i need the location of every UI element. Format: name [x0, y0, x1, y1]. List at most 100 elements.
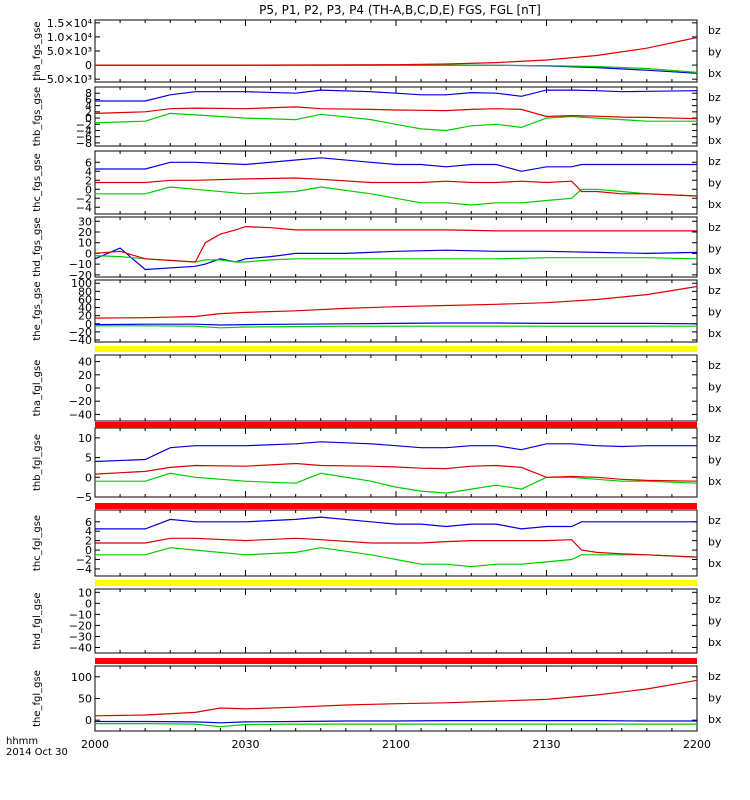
y-tick-label: 10 [78, 237, 92, 250]
y-axis-label: the_fgs_gse [32, 281, 43, 340]
y-tick-label: 20 [78, 310, 92, 323]
panel-thd_fgl_gse: 100−10−20−30−40 thd_fgl_gse bz by bx [32, 586, 722, 654]
flag-bars [95, 346, 697, 664]
y-tick-label: −40 [69, 408, 92, 421]
legend-by: by [708, 536, 722, 549]
x-tick-label: 2000 [81, 738, 109, 751]
series-line-bz [95, 462, 697, 482]
legend-bz: bz [708, 91, 721, 104]
legend-by: by [708, 46, 722, 59]
series-line-bx [95, 157, 697, 172]
y-tick-label: 0 [85, 471, 92, 484]
legend-bx: bx [708, 402, 722, 415]
y-tick-label: 6 [85, 516, 92, 529]
legend-by: by [708, 243, 722, 256]
y-tick-label: −4 [76, 201, 92, 214]
y-tick-label: −2 [76, 118, 92, 131]
legend-bz: bz [708, 284, 721, 297]
y-tick-label: 8 [85, 87, 92, 100]
y-tick-label: 20 [78, 226, 92, 239]
series-line-bx [95, 89, 697, 102]
y-tick-label: 1.0×10⁴ [47, 31, 93, 44]
flag-bar-3 [95, 580, 697, 586]
y-tick-label: 100 [71, 277, 92, 290]
legend-bz: bz [708, 221, 721, 234]
panel-the_fgl_gse: 100 50 0 the_fgl_gse bz by bx [32, 665, 722, 732]
y-tick-label: 40 [78, 356, 92, 369]
y-tick-label: 30 [78, 215, 92, 228]
series-line-by [95, 472, 697, 494]
legend-bx: bx [708, 198, 722, 211]
legend-bx: bx [708, 475, 722, 488]
y-tick-label: 0 [85, 714, 92, 727]
series-line-bz [95, 537, 697, 558]
legend-by: by [708, 113, 722, 126]
y-tick-label: −20 [69, 326, 92, 339]
x-tick-label: 2100 [382, 738, 410, 751]
y-tick-label: 1.5×10⁴ [47, 17, 93, 30]
y-tick-label: −4 [76, 124, 92, 137]
legend-bx: bx [708, 264, 722, 277]
panel-frame [94, 279, 698, 343]
y-tick-label: 4 [85, 100, 92, 113]
y-tick-label: 0 [85, 183, 92, 196]
y-tick-label: −10 [69, 258, 92, 271]
y-tick-label: −5.0×10³ [38, 73, 92, 86]
y-tick-label: 0 [85, 318, 92, 331]
y-tick-label: 5 [85, 452, 92, 465]
series-line-bx [95, 719, 697, 724]
legend-bz: bz [708, 359, 721, 372]
y-tick-label: 40 [78, 302, 92, 315]
x-tick-label: 2130 [533, 738, 561, 751]
series-line-by [95, 547, 697, 568]
y-tick-label: 5.0×10³ [47, 45, 92, 58]
series-line-bz [95, 177, 697, 197]
y-tick-label: −40 [69, 334, 92, 347]
y-tick-label: −8 [76, 137, 92, 150]
y-tick-label: 6 [85, 93, 92, 106]
chart-title: P5, P1, P2, P3, P4 (TH-A,B,C,D,E) FGS, F… [259, 3, 541, 17]
y-tick-label: −4 [76, 563, 92, 576]
y-tick-label: 50 [78, 693, 92, 706]
panel-frame [94, 19, 698, 83]
flag-bar-1 [95, 422, 697, 428]
series-line-bx [95, 322, 697, 326]
y-axis-label: thb_fgl_gse [32, 434, 43, 491]
y-tick-label: 2 [85, 535, 92, 548]
y-tick-label: −30 [69, 630, 92, 643]
legend-bx: bx [708, 713, 722, 726]
legend-by: by [708, 615, 722, 628]
y-tick-label: −20 [69, 619, 92, 632]
y-tick-label: 0 [85, 112, 92, 125]
series-line-bz [95, 679, 697, 717]
panel-frame [94, 354, 698, 422]
y-tick-label: 6 [85, 156, 92, 169]
legend-by: by [708, 381, 722, 394]
y-tick-label: 0 [85, 247, 92, 260]
panel-frame [94, 588, 698, 654]
y-tick-label: 0 [85, 544, 92, 557]
y-tick-label: −2 [76, 554, 92, 567]
legend-bx: bx [708, 557, 722, 570]
y-tick-label: −10 [69, 608, 92, 621]
flag-bar-2 [95, 503, 697, 509]
legend-bz: bz [708, 593, 721, 606]
y-tick-label: 4 [85, 525, 92, 538]
series-line-bz [95, 225, 697, 263]
x-tick-label: 2030 [232, 738, 260, 751]
y-axis-label: the_fgl_gse [32, 670, 43, 727]
legend-bz: bz [708, 155, 721, 168]
y-axis-label: thc_fgl_gse [32, 515, 43, 571]
panel-thb_fgl_gse: 10 5 0 −5 thb_fgl_gse bz by bx [32, 427, 722, 504]
y-tick-label: 0 [85, 59, 92, 72]
series-line-bx [95, 441, 697, 463]
time-axis-unit-label: hhmm [6, 736, 39, 747]
series-line-bz [95, 36, 697, 66]
y-tick-label: 80 [78, 285, 92, 298]
series-line-by [95, 64, 697, 73]
legend-bx: bx [708, 327, 722, 340]
series-line-bx [95, 516, 697, 530]
